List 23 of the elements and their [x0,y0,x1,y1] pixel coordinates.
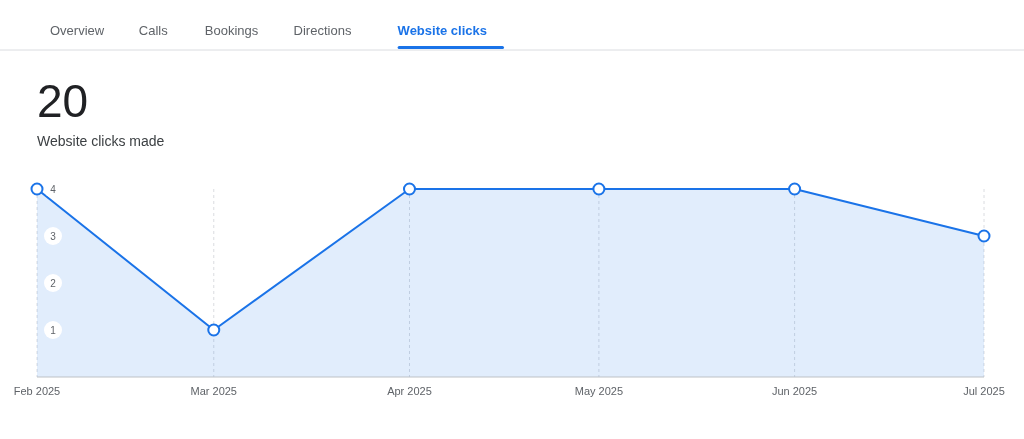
point [592,182,606,196]
x-tick-label: Feb 2025 [13,385,61,397]
y-tick-label: 3 [50,230,57,242]
point [788,182,802,196]
text: Website clicks [397,23,487,38]
x-tick-label: May 2025 [574,385,624,397]
x-tick-label: Jul 2025 [963,385,1005,397]
text: Directions [293,23,352,38]
text: Calls [138,23,169,38]
x-tick-label: Apr 2025 [387,385,432,397]
point [207,323,221,337]
y-tick-label: 1 [50,324,57,336]
text: Overview [50,23,105,38]
point [30,182,44,196]
y-tick-label: 2 [50,277,57,289]
text: Bookings [204,23,259,38]
x-tick-label: Mar 2025 [190,385,238,397]
point [402,182,416,196]
x-tick-label: Jun 2025 [771,385,818,397]
chart-title: 20 [37,75,89,127]
point [977,229,991,243]
chart-subtitle: Website clicks made [37,133,165,149]
y-tick-label: 4 [50,183,57,195]
